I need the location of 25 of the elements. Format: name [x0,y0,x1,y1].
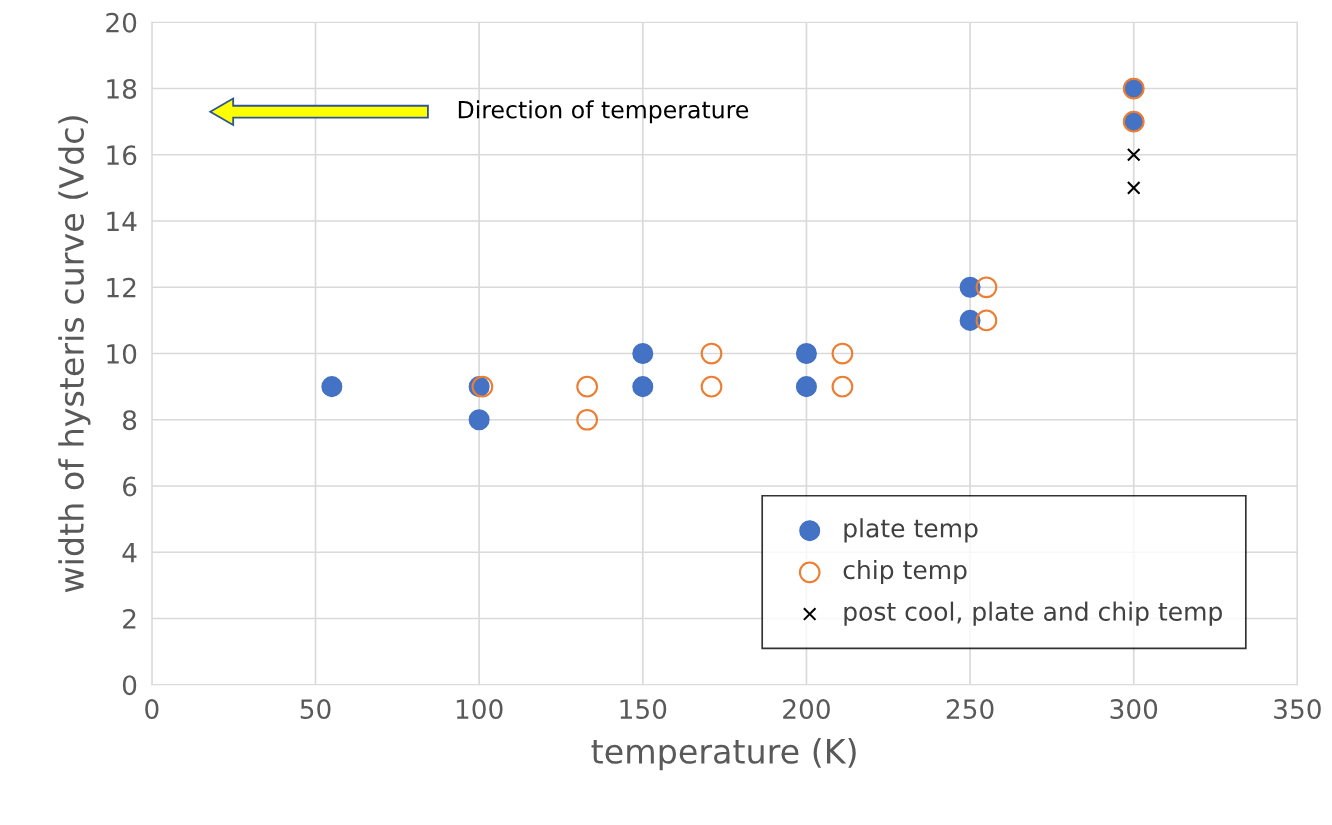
legend-label: chip temp [843,559,967,585]
y-axis-title: width of hysteris curve (Vdc) [58,116,91,593]
y-tick-label: 6 [123,476,137,497]
y-tick-label: 20 [106,12,137,33]
x-tick-label: 250 [946,699,994,720]
x-tick-label: 0 [145,699,159,720]
x-tick-label: 350 [1274,699,1321,720]
x-tick-label: 50 [300,699,331,720]
x-tick-label: 200 [783,699,830,720]
y-tick-label: 14 [107,211,137,232]
y-tick-label: 12 [107,277,136,298]
x-tick-label: 150 [620,699,667,720]
x-tick-label: 300 [1110,699,1158,720]
annotation: Direction of temperature [458,100,749,124]
x-axis-title: temperature (K) [591,738,856,771]
legend-label: plate temp [844,518,978,543]
y-tick-label: 18 [107,78,137,99]
y-tick-label: 2 [123,608,136,629]
y-tick-label: 0 [122,675,137,696]
y-tick-label: 10 [107,343,137,364]
legend-label: post cool, plate and chip temp [844,601,1222,626]
y-tick-label: 4 [122,543,137,563]
y-tick-label: 16 [107,145,137,166]
x-tick-label: 100 [456,699,503,720]
y-tick-label: 8 [122,410,137,431]
